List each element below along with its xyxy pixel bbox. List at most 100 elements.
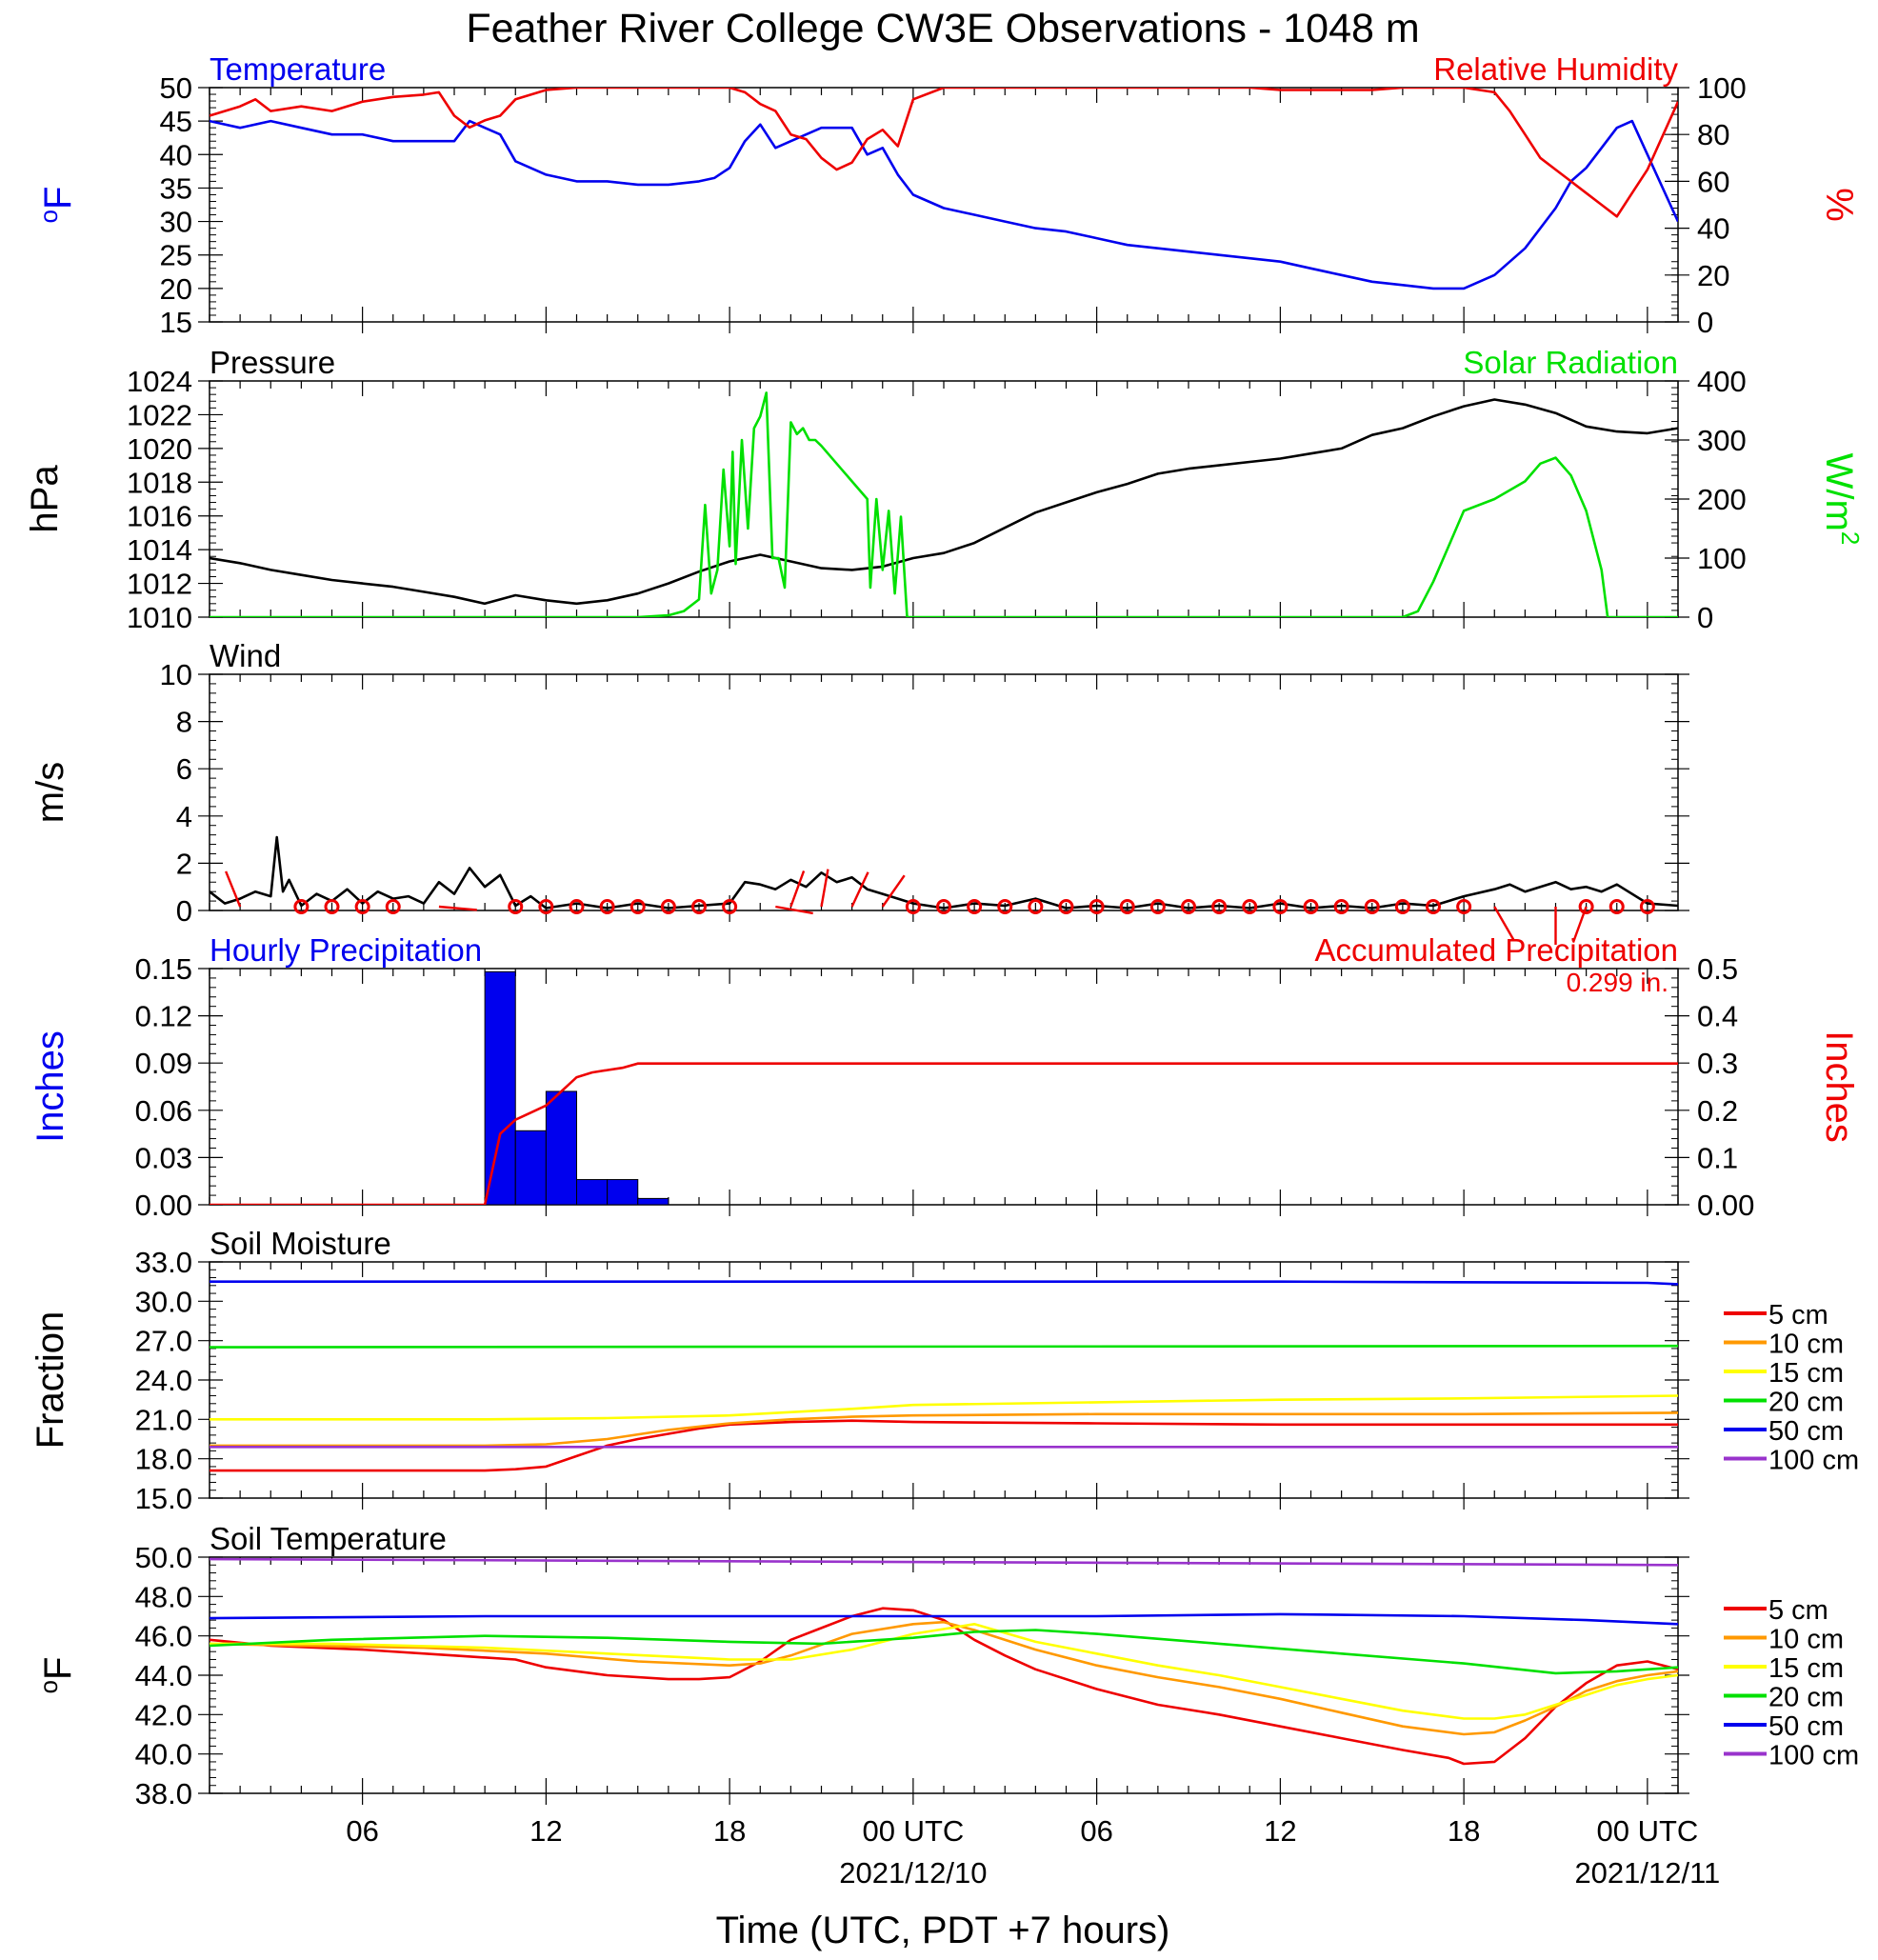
y-tick-label-left: 20: [160, 272, 192, 306]
calm-wind-marker: [354, 899, 370, 914]
series-line-15-cm: [210, 1394, 1678, 1421]
calm-wind-marker: [1426, 899, 1441, 914]
series-line-green: [210, 391, 1678, 617]
x-date-label: 2021/12/10: [839, 1856, 987, 1890]
y-tick-label-right: 0.1: [1697, 1141, 1738, 1174]
hourly-precip-bar: [484, 970, 516, 1205]
y-tick-label-left: 1024: [127, 365, 192, 398]
x-date-label: 2021/12/11: [1574, 1856, 1720, 1890]
y-tick-label-left: 38.0: [135, 1777, 192, 1810]
y-tick-label-right: 0.00: [1697, 1189, 1754, 1222]
calm-wind-marker: [324, 899, 340, 914]
series-line-50-cm: [210, 1612, 1678, 1626]
y-tick-label-left: 50.0: [135, 1541, 192, 1574]
time-axis: 06 12 18 00 UTC 2021/12/10 06 12 18 00 UTC 2021/1…: [346, 1814, 1720, 1890]
calm-wind-marker: [1578, 899, 1594, 914]
y-tick-label-left: 0.15: [135, 952, 192, 986]
accumulated-total-annotation: 0.299 in.: [1567, 968, 1668, 997]
legend-label: 10 cm: [1768, 1625, 1844, 1655]
degree-sign: o: [34, 210, 63, 223]
y-tick-label-right: 0.3: [1697, 1047, 1738, 1080]
legend-label: 10 cm: [1768, 1330, 1844, 1360]
plot-area: [210, 1280, 1678, 1472]
y-tick-label-left: 15: [160, 306, 192, 339]
calm-wind-marker: [905, 899, 921, 914]
y-tick-label-left: 0.12: [135, 1000, 192, 1033]
x-tick-label: 06: [1080, 1814, 1112, 1848]
x-tick-label: 18: [713, 1814, 746, 1848]
calm-wind-marker: [1058, 899, 1074, 914]
series-line-50-cm: [210, 1280, 1678, 1286]
series-line-black: [210, 398, 1678, 606]
unit-text: %: [1818, 188, 1860, 222]
y-axis-label-right: Inches: [1818, 1030, 1860, 1143]
y-tick-label-left: 40: [160, 138, 192, 171]
series-line-20-cm: [210, 1629, 1678, 1675]
calm-wind-marker: [1089, 899, 1105, 914]
y-axis-label-left: oF: [34, 1657, 79, 1694]
y-tick-label-left: 0.00: [135, 1189, 192, 1222]
y-tick-label-right: 300: [1697, 424, 1747, 457]
y-tick-label-left: 33.0: [135, 1246, 192, 1279]
y-tick-label-right: 400: [1697, 365, 1747, 398]
y-tick-label-left: 0.09: [135, 1047, 192, 1080]
series-line-5-cm: [210, 1607, 1678, 1766]
series-line-15-cm: [210, 1623, 1678, 1720]
y-tick-label-left: 50: [160, 71, 192, 105]
legend-label: 50 cm: [1768, 1416, 1844, 1447]
wind-barb: [1493, 906, 1515, 941]
hourly-precip-bar: [545, 1090, 577, 1205]
unit-text: W/m: [1818, 453, 1860, 531]
calm-wind-marker: [293, 899, 310, 914]
series-line-10-cm: [210, 1411, 1678, 1448]
y-tick-label-right: 0: [1697, 601, 1713, 634]
y-tick-label-left: 24.0: [135, 1364, 192, 1397]
x-axis-label: Time (UTC, PDT +7 hours): [716, 1910, 1170, 1951]
y-tick-label-left: 40.0: [135, 1738, 192, 1771]
series-line-blue: [210, 119, 1678, 290]
legend-label: 15 cm: [1768, 1358, 1844, 1389]
degree-sign: o: [34, 1680, 63, 1693]
y-tick-label-left: 0.06: [135, 1094, 192, 1128]
y-tick-label-left: 1022: [127, 398, 192, 431]
x-tick-label: 06: [346, 1814, 378, 1848]
plot-area: [210, 391, 1678, 617]
y-tick-label-right: 40: [1697, 212, 1729, 246]
unit-letter: F: [37, 1657, 79, 1680]
x-tick-label: 12: [529, 1814, 562, 1848]
x-tick-label: 00 UTC: [1596, 1814, 1698, 1848]
calm-wind-marker: [1272, 899, 1289, 914]
y-axis-label-left: hPa: [24, 465, 66, 533]
y-tick-label-left: 1016: [127, 500, 192, 533]
y-tick-label-left: 6: [176, 752, 192, 786]
panel-precipitation: 0.00 0.03 0.06 0.09 0.12 0.15 0.00 0.1 0.2 0.3 0.4…: [30, 932, 1860, 1222]
legend-label: 5 cm: [1768, 1300, 1828, 1330]
calm-wind-marker: [1242, 899, 1258, 914]
panel-soil_temperature: 38.0 40.0 42.0 44.0 46.0 48.0 50.0 Soil Tempera…: [34, 1521, 1859, 1810]
calm-wind-marker: [1639, 899, 1655, 914]
y-tick-label-left: 15.0: [135, 1482, 192, 1515]
panel-title-right: Relative Humidity: [1433, 51, 1678, 87]
y-tick-label-left: 18.0: [135, 1443, 192, 1476]
panel-title-left: Soil Moisture: [210, 1226, 391, 1261]
calm-wind-marker: [997, 899, 1013, 914]
y-tick-label-left: 1018: [127, 466, 192, 499]
unit-superscript: 2: [1836, 531, 1865, 545]
y-tick-label-left: 21.0: [135, 1403, 192, 1436]
calm-wind-marker: [1181, 899, 1196, 914]
y-tick-label-left: 30: [160, 206, 192, 239]
legend-label: 20 cm: [1768, 1683, 1844, 1713]
calm-wind-marker: [722, 899, 738, 914]
x-tick-label: 12: [1264, 1814, 1296, 1848]
y-tick-label-right: 0.2: [1697, 1094, 1738, 1128]
series-line-10-cm: [210, 1620, 1678, 1736]
panel-title-left: Hourly Precipitation: [210, 932, 482, 968]
calm-wind-marker: [1119, 899, 1135, 914]
legend-label: 50 cm: [1768, 1711, 1844, 1742]
wind-barb: [820, 869, 829, 908]
y-tick-label-right: 0.4: [1697, 1000, 1738, 1033]
calm-wind-marker: [1211, 899, 1228, 914]
y-tick-label-left: 48.0: [135, 1580, 192, 1613]
plot-area: [210, 970, 1678, 1205]
